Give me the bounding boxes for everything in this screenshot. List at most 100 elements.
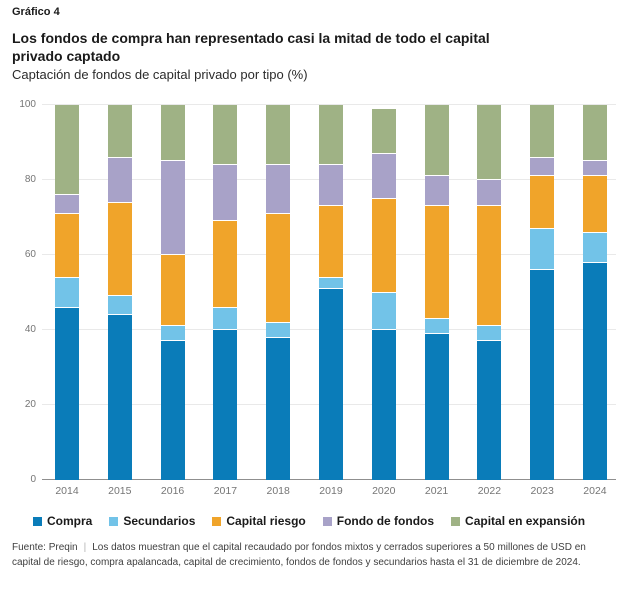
x-tick-label-2023: 2023 (530, 485, 554, 497)
segment-fondo-de-fondos-2021 (424, 176, 449, 207)
legend-swatch-icon (322, 516, 332, 526)
segment-capital-riesgo-2021 (424, 206, 449, 319)
segment-secundarios-2018 (266, 322, 291, 338)
segment-capital-riesgo-2018 (266, 213, 291, 323)
bar-2019 (318, 105, 343, 480)
x-tick-label-2022: 2022 (477, 485, 502, 497)
segment-capital-en-expansion-2019 (318, 105, 343, 165)
segment-fondo-de-fondos-2014 (55, 195, 79, 214)
segment-compra-2014 (55, 307, 79, 480)
segment-capital-en-expansion-2021 (424, 105, 449, 177)
bar-2024 (582, 105, 607, 480)
y-tick-label-80: 80 (24, 174, 36, 185)
x-tick-2021: 2021 (425, 485, 449, 497)
segment-capital-riesgo-2014 (55, 213, 79, 278)
segment-capital-en-expansion-2015 (107, 105, 132, 158)
segment-fondo-de-fondos-2022 (477, 180, 502, 207)
plot-area: 100 80 60 40 20 0 (19, 99, 616, 485)
x-tick-2015: 2015 (108, 485, 132, 497)
segment-secundarios-2021 (424, 318, 449, 334)
segment-compra-2016 (160, 341, 185, 480)
x-tick-label-2016: 2016 (160, 485, 185, 497)
x-tick-2017: 2017 (213, 485, 237, 497)
gridline-100: 100 (19, 99, 616, 110)
legend-swatch-icon (109, 516, 119, 526)
segment-capital-riesgo-2017 (213, 221, 238, 308)
segment-capital-riesgo-2023 (530, 176, 555, 229)
x-tick-label-2017: 2017 (213, 485, 238, 497)
segment-fondo-de-fondos-2015 (107, 157, 132, 203)
x-tick-label-2021: 2021 (424, 485, 449, 497)
x-axis-labels: 2014 2015 2016 2017 2018 2019 2020 2021 2022 2023… (42, 485, 616, 497)
segment-capital-en-expansion-2020 (371, 108, 396, 154)
legend-item-compra: Compra (33, 514, 92, 528)
chart-title-line2: privado captado (12, 48, 121, 64)
bar-2017 (213, 105, 238, 480)
x-tick-2023: 2023 (530, 485, 554, 497)
figure-number: Gráfico 4 (12, 6, 60, 18)
bar-2018 (266, 105, 291, 480)
chart-legend: Compra Secundarios Capital riesgo Fondo de … (33, 514, 616, 528)
segment-secundarios-2020 (371, 292, 396, 330)
segment-fondo-de-fondos-2024 (582, 161, 607, 177)
segment-compra-2023 (530, 270, 555, 480)
x-tick-label-2015: 2015 (108, 485, 132, 497)
x-tick-2024: 2024 (583, 485, 607, 497)
source-note: Fuente: Preqin | Los datos muestran que el… (12, 541, 613, 570)
legend-swatch-icon (451, 516, 461, 526)
segment-capital-en-expansion-2024 (582, 105, 607, 162)
segment-capital-riesgo-2019 (318, 206, 343, 278)
segment-fondo-de-fondos-2019 (318, 165, 343, 207)
source-separator: | (83, 542, 87, 553)
segment-compra-2018 (266, 337, 291, 480)
segment-compra-2020 (371, 330, 396, 480)
legend-label-capital-en-expansion: Capital en expansión (465, 514, 586, 528)
legend-item-secundarios: Secundarios (109, 514, 195, 528)
bar-2021 (424, 105, 449, 480)
x-tick-2016: 2016 (161, 485, 185, 497)
chart-subtitle: Captación de fondos de capital privado p… (12, 67, 308, 82)
segment-capital-riesgo-2016 (160, 255, 185, 327)
y-tick-label-60: 60 (24, 249, 36, 260)
bar-2020 (371, 108, 396, 480)
x-tick-2018: 2018 (266, 485, 290, 497)
segment-capital-en-expansion-2023 (530, 105, 555, 158)
y-tick-label-40: 40 (24, 324, 36, 335)
segment-capital-riesgo-2024 (582, 176, 607, 233)
segment-compra-2022 (477, 341, 502, 480)
legend-item-capital-en-expansion: Capital en expansión (451, 514, 585, 528)
source-label: Fuente: Preqin (12, 542, 78, 553)
x-tick-label-2024: 2024 (583, 485, 607, 497)
y-tick-label-100: 100 (19, 99, 36, 110)
bars-container (55, 105, 607, 480)
x-tick-label-2019: 2019 (319, 485, 343, 497)
segment-capital-en-expansion-2017 (213, 105, 238, 165)
segment-secundarios-2015 (107, 296, 132, 315)
segment-fondo-de-fondos-2020 (371, 153, 396, 199)
chart-title-line1: Los fondos de compra han representado ca… (12, 30, 490, 46)
x-tick-2022: 2022 (477, 485, 501, 497)
segment-secundarios-2017 (213, 307, 238, 330)
bar-2016 (160, 105, 185, 480)
segment-capital-en-expansion-2014 (55, 105, 79, 195)
segment-secundarios-2023 (530, 228, 555, 270)
legend-item-capital-riesgo: Capital riesgo (212, 514, 306, 528)
legend-label-fondo-de-fondos: Fondo de fondos (336, 514, 435, 528)
segment-fondo-de-fondos-2023 (530, 157, 555, 177)
x-tick-2014: 2014 (55, 485, 79, 497)
bar-2014 (55, 105, 79, 480)
legend-label-capital-riesgo: Capital riesgo (226, 514, 306, 528)
segment-capital-riesgo-2020 (371, 198, 396, 293)
segment-compra-2019 (318, 288, 343, 480)
bar-2022 (477, 105, 502, 480)
x-tick-label-2018: 2018 (266, 485, 290, 497)
chart-title: Los fondos de compra han representado ca… (12, 29, 616, 65)
segment-secundarios-2014 (55, 277, 79, 308)
x-tick-2020: 2020 (372, 485, 396, 497)
legend-item-fondo-de-fondos: Fondo de fondos (322, 514, 435, 528)
segment-capital-riesgo-2015 (107, 202, 132, 297)
segment-secundarios-2024 (582, 232, 607, 263)
bar-2015 (107, 105, 132, 480)
legend-swatch-icon (33, 516, 42, 526)
